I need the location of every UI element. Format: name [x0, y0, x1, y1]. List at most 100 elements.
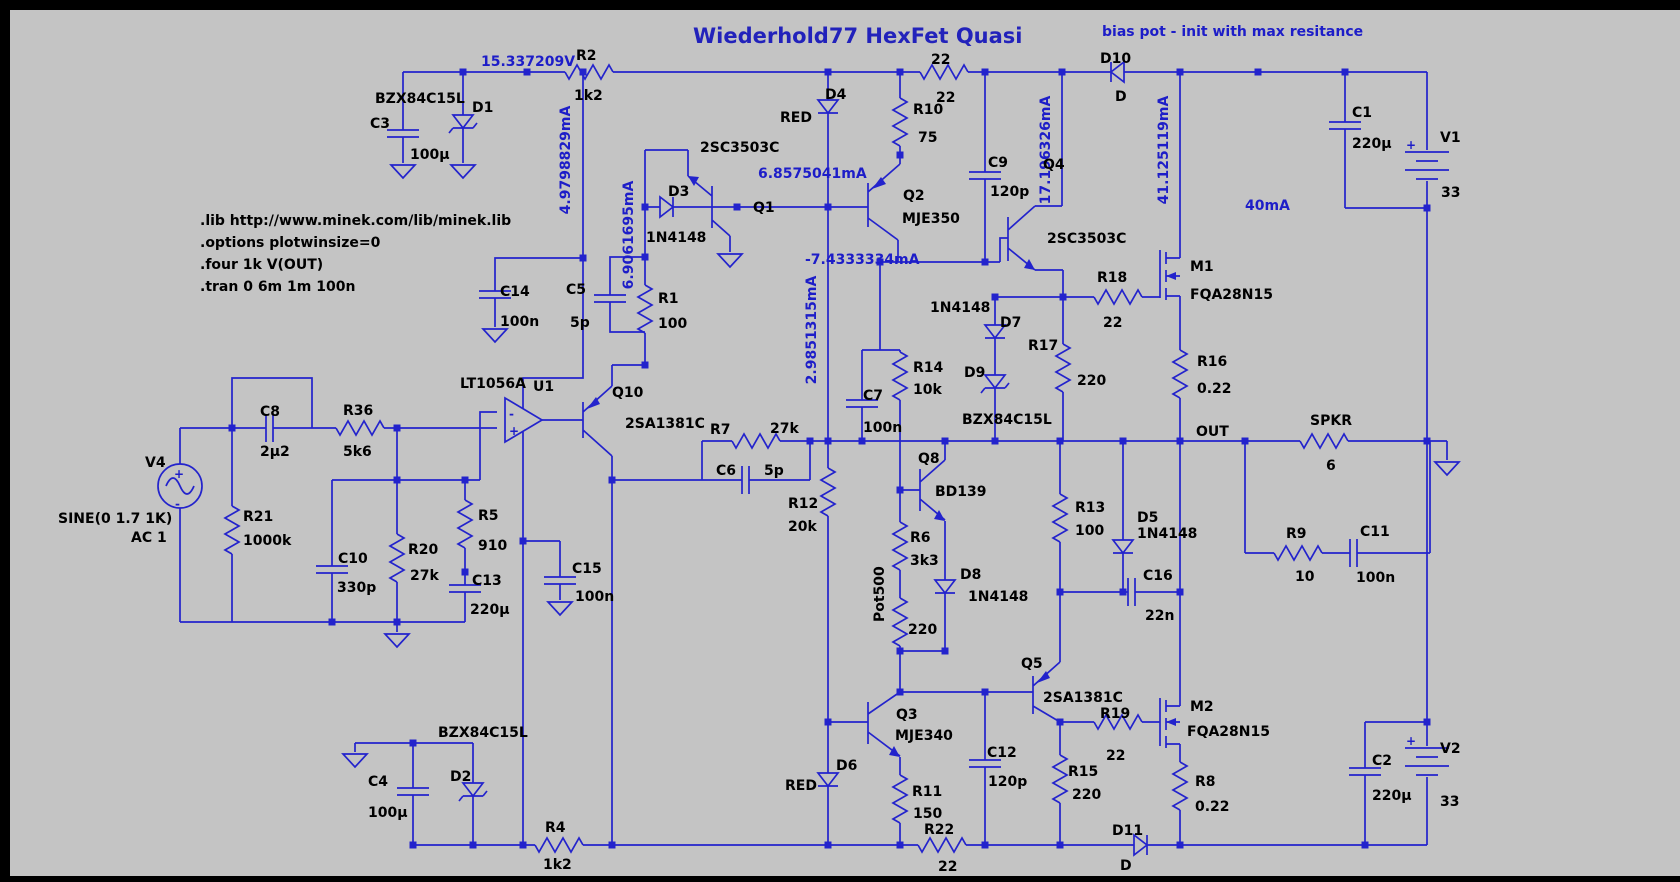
label-Q5-val: 2SA1381C: [1043, 690, 1123, 706]
spice-directive-lib: .lib http://www.minek.com/lib/minek.lib: [200, 213, 511, 229]
window-frame-bottom: [0, 876, 1680, 882]
label-RT-val: 22: [936, 90, 955, 106]
label-R36-val: 5k6: [343, 444, 372, 460]
label-V4-val2: AC 1: [131, 530, 167, 546]
label-R19-val: 22: [1106, 748, 1125, 764]
label-R10-val: 75: [918, 130, 937, 146]
out-net-label: OUT: [1196, 424, 1229, 440]
label-C15-ref: C15: [572, 561, 602, 577]
label-D11-ref: D11: [1112, 823, 1143, 839]
opamp-minus-input: -: [509, 407, 514, 421]
label-C14-val: 100n: [500, 314, 539, 330]
label-C2-ref: C2: [1372, 753, 1392, 769]
transistor-Q10[interactable]: [582, 385, 613, 457]
label-Q8-ref: Q8: [918, 451, 940, 467]
label-D8-ref: D8: [960, 567, 981, 583]
mosfet-M1[interactable]: [1159, 250, 1180, 300]
label-R1-ref: R1: [658, 291, 679, 307]
opamp-U1[interactable]: - +: [504, 396, 544, 444]
transistor-Q2[interactable]: [867, 163, 901, 241]
label-D1-ref: D1: [472, 100, 493, 116]
label-C8-val: 2µ2: [260, 444, 290, 460]
label-C1-ref: C1: [1352, 105, 1372, 121]
label-D9-ref: D9: [964, 365, 985, 381]
label-V2-val: 33: [1440, 794, 1459, 810]
label-R5-val: 910: [478, 538, 507, 554]
label-Q10-val: 2SA1381C: [625, 416, 705, 432]
transistor-Q4[interactable]: [1007, 205, 1036, 271]
label-C13-val: 220µ: [470, 602, 510, 618]
label-C12-ref: C12: [987, 745, 1017, 761]
label-Q3-val: MJE340: [895, 728, 953, 744]
probe-current-b: 6.9061695mA: [621, 181, 637, 290]
label-C16-ref: C16: [1143, 568, 1173, 584]
label-bzx-1: BZX84C15L: [375, 91, 465, 107]
label-C5-ref: C5: [566, 282, 586, 298]
transistor-Q3[interactable]: [867, 691, 901, 757]
label-R15-val: 220: [1072, 787, 1101, 803]
label-R16-val: 0.22: [1197, 381, 1232, 397]
label-U1-ref: U1: [533, 379, 554, 395]
label-C3-ref: C3: [370, 116, 390, 132]
label-R20-val: 27k: [410, 568, 439, 584]
label-Q1-ref: Q1: [753, 200, 775, 216]
probe-current-f: 17.196326mA: [1038, 96, 1054, 205]
label-R18-ref: R18: [1097, 270, 1127, 286]
label-C9-val: 120p: [990, 184, 1029, 200]
label-V1-val: 33: [1441, 185, 1460, 201]
bias-current-label: 40mA: [1245, 198, 1290, 214]
label-R11-val: 150: [913, 806, 942, 822]
label-D4-val: RED: [780, 110, 812, 126]
label-bzx-3: BZX84C15L: [438, 725, 528, 741]
mosfet-M2[interactable]: [1159, 698, 1180, 748]
label-C3-val: 100µ: [410, 147, 450, 163]
label-V4-ref: V4: [145, 455, 166, 471]
label-V1-plus: +: [1406, 138, 1416, 152]
label-M2-ref: M2: [1190, 699, 1214, 715]
transistor-Q5[interactable]: [1032, 661, 1061, 723]
label-R20-ref: R20: [408, 542, 439, 558]
label-R15-ref: R15: [1068, 764, 1098, 780]
label-POT-ref: Pot500: [872, 566, 888, 622]
label-R1-val: 100: [658, 316, 687, 332]
label-U1-val: LT1056A: [460, 376, 526, 392]
label-RT-ref: 22: [931, 52, 950, 68]
label-R22-val: 22: [938, 859, 957, 875]
label-C6-val: 5p: [764, 463, 784, 479]
label-V2-ref: V2: [1440, 741, 1461, 757]
label-R36-ref: R36: [343, 403, 373, 419]
label-C16-val: 22n: [1145, 608, 1174, 624]
label-C10-val: 330p: [337, 580, 376, 596]
label-R7-val: 27k: [770, 421, 799, 437]
label-Q4-ref: Q4: [1043, 157, 1065, 173]
opamp-plus-input: +: [509, 424, 519, 438]
label-Q3-ref: Q3: [896, 707, 918, 723]
label-Q10-ref: Q10: [612, 385, 644, 401]
label-R5-ref: R5: [478, 508, 499, 524]
label-R12-ref: R12: [788, 496, 818, 512]
transistor-Q1[interactable]: [687, 175, 731, 237]
transistor-Q8[interactable]: [919, 459, 946, 521]
label-R17-ref: R17: [1028, 338, 1058, 354]
label-R17-val: 220: [1077, 373, 1106, 389]
label-D5-ref: D5: [1137, 510, 1158, 526]
probe-current-c: 6.8575041mA: [758, 166, 867, 182]
label-R6-ref: R6: [910, 530, 931, 546]
spice-directive-tran: .tran 0 6m 1m 100n: [200, 279, 355, 295]
label-C4-ref: C4: [368, 774, 388, 790]
label-M1-val: FQA28N15: [1190, 287, 1273, 303]
label-M2-val: FQA28N15: [1187, 724, 1270, 740]
label-C11-val: 100n: [1356, 570, 1395, 586]
source-V4[interactable]: + -: [157, 463, 203, 511]
label-D11-val: D: [1120, 858, 1132, 874]
label-C9-ref: C9: [988, 155, 1008, 171]
label-R7-ref: R7: [710, 422, 731, 438]
label-C15-val: 100n: [575, 589, 614, 605]
label-D6-val: RED: [785, 778, 817, 794]
label-R14-ref: R14: [913, 360, 944, 376]
probe-rail-voltage: 15.337209V: [481, 54, 575, 70]
label-R21-val: 1000k: [243, 533, 292, 549]
label-R9-val: 10: [1295, 569, 1315, 585]
label-D6-ref: D6: [836, 758, 857, 774]
